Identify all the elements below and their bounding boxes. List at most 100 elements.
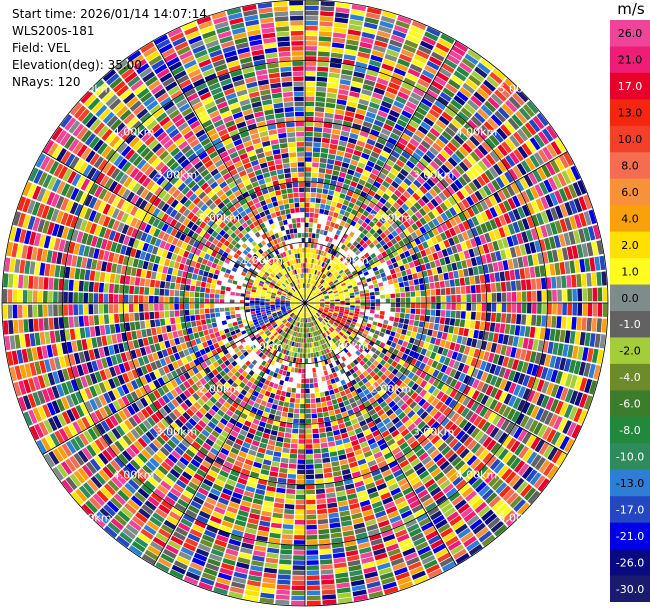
velocity-gate bbox=[368, 590, 384, 599]
velocity-gate bbox=[215, 381, 223, 389]
velocity-gate bbox=[142, 419, 152, 430]
velocity-gate bbox=[89, 458, 101, 472]
velocity-gate bbox=[341, 525, 354, 532]
velocity-gate bbox=[287, 366, 292, 372]
velocity-gate bbox=[390, 293, 396, 298]
velocity-gate bbox=[117, 510, 131, 523]
velocity-gate bbox=[226, 422, 235, 430]
velocity-gate bbox=[318, 213, 324, 219]
velocity-gate bbox=[70, 379, 79, 392]
velocity-gate bbox=[413, 166, 423, 175]
velocity-gate bbox=[381, 63, 394, 72]
velocity-gate bbox=[276, 373, 282, 380]
velocity-gate bbox=[397, 91, 409, 100]
velocity-gate bbox=[457, 233, 465, 243]
velocity-gate bbox=[309, 304, 314, 307]
velocity-gate bbox=[544, 411, 554, 425]
velocity-gate bbox=[305, 202, 310, 208]
velocity-gate bbox=[495, 482, 508, 495]
velocity-gate bbox=[368, 491, 379, 499]
velocity-gate bbox=[66, 409, 76, 422]
velocity-gate bbox=[495, 250, 502, 261]
velocity-gate bbox=[525, 188, 535, 201]
velocity-gate bbox=[484, 232, 492, 243]
velocity-gate bbox=[511, 313, 517, 324]
velocity-gate bbox=[494, 365, 502, 376]
velocity-gate bbox=[448, 122, 459, 134]
velocity-gate bbox=[218, 497, 229, 506]
velocity-gate bbox=[37, 406, 47, 420]
velocity-gate bbox=[115, 425, 126, 437]
velocity-gate bbox=[505, 154, 516, 167]
velocity-gate bbox=[326, 97, 336, 104]
velocity-gate bbox=[282, 319, 287, 323]
velocity-gate bbox=[293, 309, 298, 313]
velocity-gate bbox=[433, 76, 447, 87]
velocity-gate bbox=[466, 303, 472, 311]
velocity-gate bbox=[350, 197, 357, 204]
velocity-gate bbox=[402, 275, 408, 282]
velocity-gate bbox=[392, 202, 401, 210]
velocity-gate bbox=[215, 373, 223, 381]
velocity-gate bbox=[361, 267, 368, 273]
velocity-gate bbox=[225, 353, 232, 359]
velocity-gate bbox=[461, 467, 473, 478]
velocity-gate bbox=[243, 322, 249, 327]
velocity-gate bbox=[441, 503, 454, 514]
velocity-gate bbox=[475, 404, 484, 415]
velocity-gate bbox=[106, 446, 117, 459]
velocity-gate bbox=[260, 340, 266, 346]
velocity-gate bbox=[430, 435, 441, 445]
velocity-gate bbox=[546, 143, 558, 158]
velocity-gate bbox=[325, 236, 330, 242]
velocity-gate bbox=[285, 494, 295, 500]
velocity-gate bbox=[339, 193, 346, 199]
velocity-gate bbox=[174, 377, 183, 386]
velocity-gate bbox=[258, 525, 270, 532]
velocity-gate bbox=[556, 276, 562, 289]
velocity-gate bbox=[324, 247, 330, 253]
velocity-gate bbox=[379, 68, 393, 77]
velocity-gate bbox=[325, 107, 335, 114]
velocity-gate bbox=[434, 338, 441, 346]
velocity-gate bbox=[453, 360, 460, 370]
velocity-gate bbox=[360, 214, 367, 221]
velocity-gate bbox=[314, 127, 323, 133]
velocity-gate bbox=[422, 401, 431, 410]
velocity-gate bbox=[421, 521, 434, 532]
velocity-gate bbox=[426, 164, 436, 174]
velocity-gate bbox=[409, 476, 421, 486]
velocity-gate bbox=[61, 382, 70, 396]
velocity-gate bbox=[449, 254, 456, 263]
velocity-gate bbox=[428, 322, 435, 330]
velocity-gate bbox=[376, 235, 383, 243]
velocity-gate bbox=[104, 525, 118, 538]
velocity-gate bbox=[314, 297, 319, 300]
velocity-gate bbox=[353, 594, 368, 602]
velocity-gate bbox=[65, 476, 78, 491]
velocity-gate bbox=[331, 285, 336, 290]
velocity-gate bbox=[503, 200, 512, 212]
velocity-gate bbox=[398, 215, 407, 223]
velocity-gate bbox=[375, 115, 386, 123]
velocity-gate bbox=[318, 309, 323, 313]
velocity-gate bbox=[336, 490, 346, 497]
velocity-gate bbox=[408, 261, 415, 268]
velocity-gate bbox=[282, 370, 287, 376]
velocity-gate bbox=[586, 242, 594, 257]
velocity-gate bbox=[191, 557, 206, 567]
velocity-gate bbox=[305, 177, 311, 182]
velocity-gate bbox=[122, 372, 130, 383]
velocity-gate bbox=[417, 271, 423, 279]
velocity-gate bbox=[357, 380, 364, 387]
velocity-gate bbox=[315, 275, 319, 281]
velocity-gate bbox=[344, 222, 350, 229]
velocity-gate bbox=[418, 45, 432, 55]
velocity-gate bbox=[391, 222, 399, 230]
velocity-gate bbox=[315, 300, 320, 302]
velocity-gate bbox=[440, 232, 448, 241]
velocity-gate bbox=[302, 323, 304, 328]
velocity-gate bbox=[583, 194, 592, 210]
velocity-gate bbox=[103, 483, 116, 496]
velocity-gate bbox=[434, 438, 444, 449]
